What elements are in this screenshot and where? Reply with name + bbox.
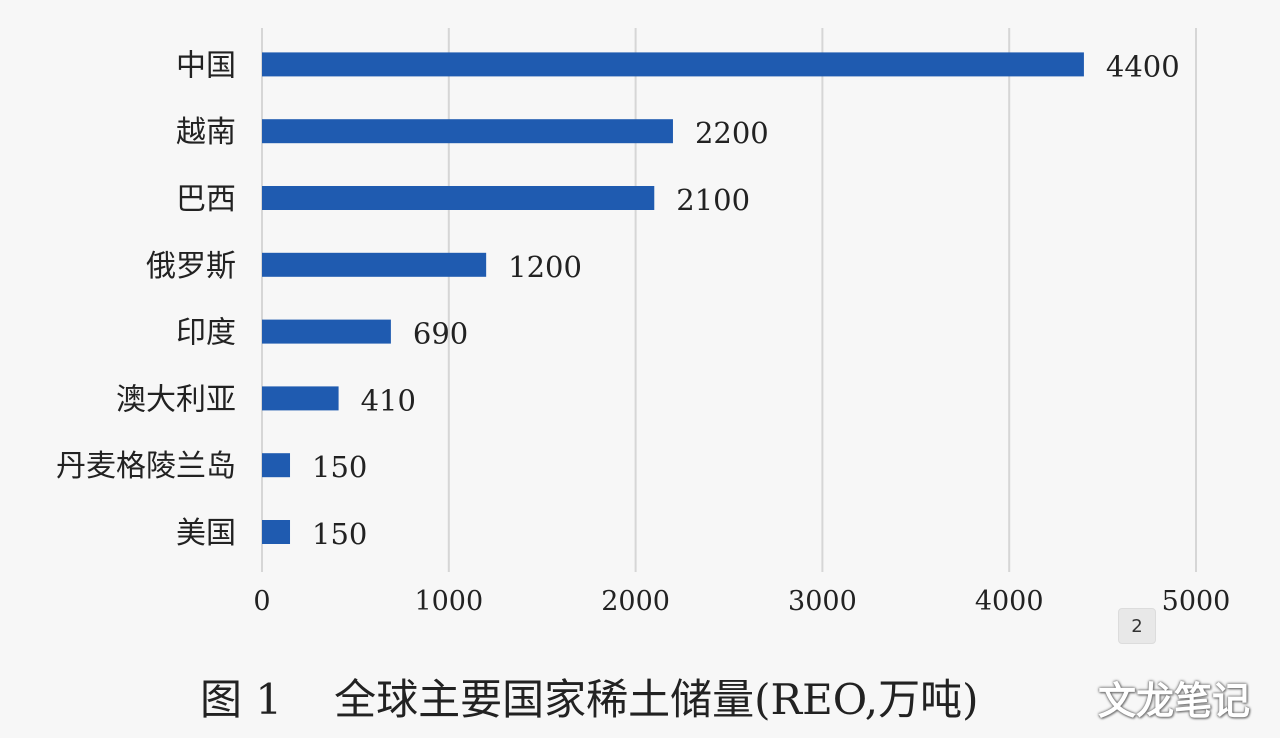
x-tick-label: 5000 [1162, 586, 1231, 617]
x-tick-label: 2000 [601, 586, 670, 617]
category-label: 越南 [176, 115, 236, 150]
page-number-badge[interactable]: 2 [1118, 608, 1156, 644]
bar-chart: 0 1000 2000 3000 4000 5000 中国 4400 越南 2200 巴西 2100 俄… [56, 28, 1230, 617]
bars [262, 52, 1084, 544]
category-label: 俄罗斯 [146, 249, 236, 284]
data-label: 150 [312, 450, 367, 484]
x-tick-label: 0 [253, 586, 270, 617]
labels: 0 1000 2000 3000 4000 5000 中国 4400 越南 2200 巴西 2100 俄… [56, 48, 1230, 617]
bar-6 [262, 453, 291, 478]
bar-1 [262, 119, 673, 144]
figure-title: 全球主要国家稀土储量(REO,万吨) [334, 674, 979, 724]
bar-3 [262, 252, 487, 277]
bar-2 [262, 186, 655, 210]
category-label: 美国 [176, 516, 236, 551]
category-label: 丹麦格陵兰岛 [56, 449, 236, 484]
x-tick-label: 3000 [788, 586, 857, 617]
data-label: 2200 [695, 116, 769, 150]
bar-0 [262, 52, 1084, 77]
category-label: 巴西 [176, 182, 236, 217]
data-label: 690 [413, 317, 468, 351]
category-label: 印度 [176, 316, 236, 351]
watermark-text: 文龙笔记 [1098, 679, 1251, 723]
data-label: 4400 [1106, 49, 1180, 83]
data-label: 1200 [508, 250, 582, 284]
data-label: 410 [361, 383, 416, 417]
x-tick-label: 4000 [975, 586, 1044, 617]
data-label: 150 [312, 517, 367, 551]
figure-caption: 图 1 全球主要国家稀土储量(REO,万吨) [200, 664, 1080, 728]
x-tick-label: 1000 [414, 586, 483, 617]
grid-lines [261, 28, 1197, 572]
bar-4 [262, 319, 391, 344]
figure-number: 图 1 [200, 674, 283, 724]
category-label: 中国 [176, 48, 236, 83]
bar-5 [262, 386, 339, 411]
data-label: 2100 [676, 183, 750, 217]
category-label: 澳大利亚 [116, 382, 236, 417]
bar-7 [262, 520, 291, 544]
